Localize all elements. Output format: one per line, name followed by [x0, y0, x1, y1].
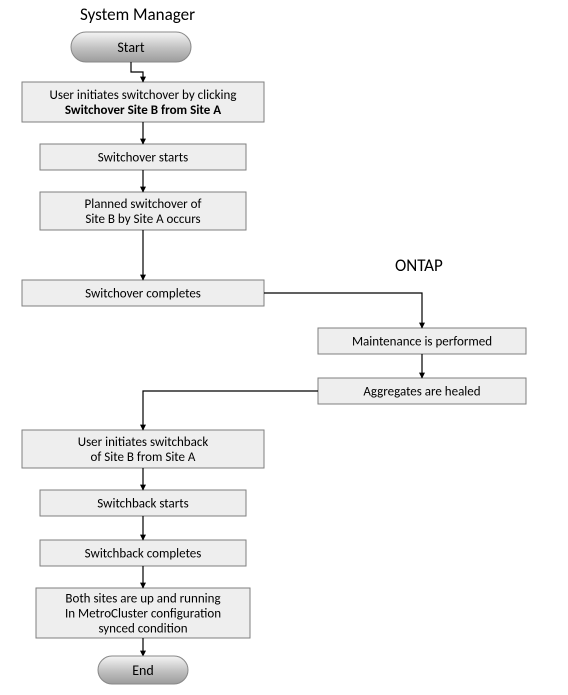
end-label: End — [132, 662, 154, 679]
node-text: Planned switchover of — [85, 197, 202, 212]
flow-node-n3: Planned switchover ofSite B by Site A oc… — [40, 192, 246, 230]
flow-node-n8: Both sites are up and runningIn MetroClu… — [36, 588, 250, 638]
flow-node-n6: Switchback starts — [40, 490, 246, 516]
flow-node-n5: User initiates switchbackof Site B from … — [22, 430, 264, 468]
flow-node-n1: User initiates switchover by clickingSwi… — [22, 82, 264, 122]
end-terminator: End — [98, 656, 188, 684]
start-terminator: Start — [71, 32, 191, 62]
node-text: Maintenance is performed — [352, 335, 492, 350]
node-text: User initiates switchover by clicking — [50, 88, 237, 103]
heading-left: System Manager — [80, 4, 195, 25]
start-label: Start — [117, 39, 145, 56]
node-text: synced condition — [98, 622, 187, 637]
node-text: Switchback completes — [85, 547, 202, 562]
node-text: In MetroCluster configuration — [65, 607, 221, 622]
node-text: Switchover Site B from Site A — [65, 103, 221, 118]
node-text: Switchback starts — [97, 497, 188, 512]
node-text: User initiates switchback — [78, 435, 209, 450]
heading-right: ONTAP — [395, 255, 443, 276]
flow-node-r2: Aggregates are healed — [318, 378, 526, 404]
flow-node-n4: Switchover completes — [22, 280, 264, 306]
flow-edge — [131, 62, 143, 82]
flow-node-r1: Maintenance is performed — [318, 328, 526, 354]
node-text: of Site B from Site A — [91, 450, 196, 465]
node-text: Aggregates are healed — [363, 385, 480, 400]
node-text: Site B by Site A occurs — [85, 212, 200, 227]
flow-node-n2: Switchover starts — [40, 144, 246, 170]
flow-node-n7: Switchback completes — [40, 540, 246, 566]
node-text: Switchover completes — [85, 287, 201, 302]
node-text: Switchover starts — [98, 151, 188, 166]
flow-edge — [264, 293, 422, 328]
node-text: Both sites are up and running — [65, 592, 220, 607]
flow-edge — [143, 391, 318, 430]
